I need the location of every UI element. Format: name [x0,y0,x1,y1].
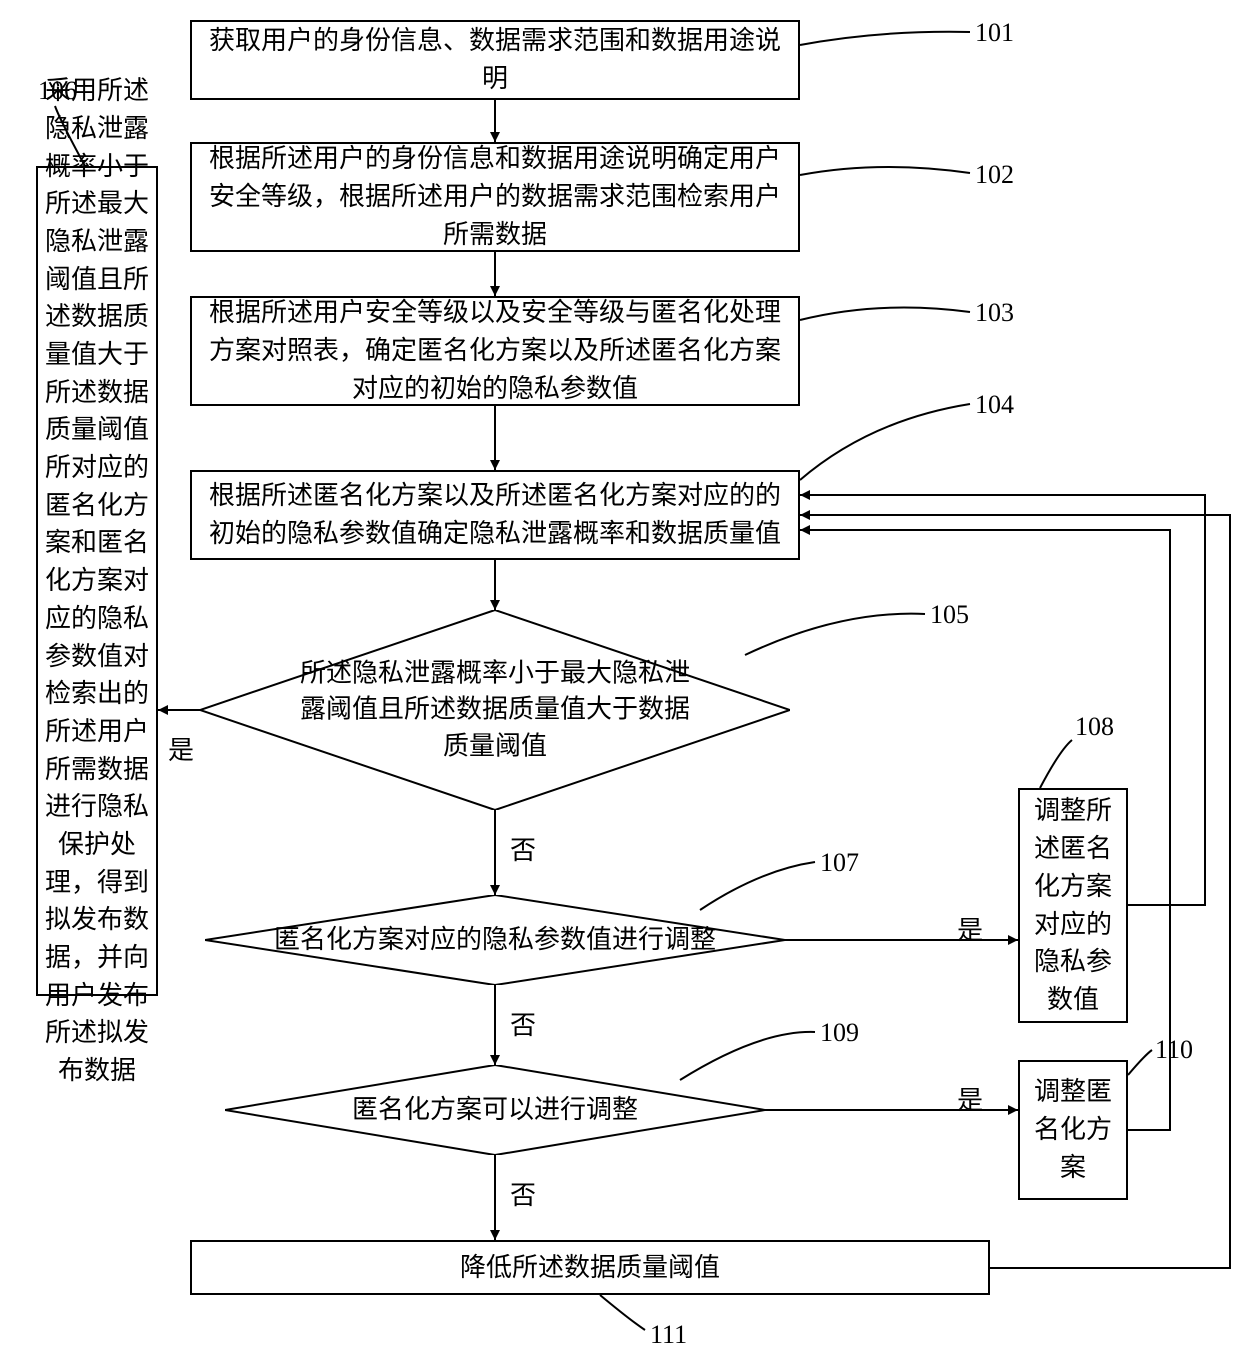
edges-layer [0,0,1240,1368]
